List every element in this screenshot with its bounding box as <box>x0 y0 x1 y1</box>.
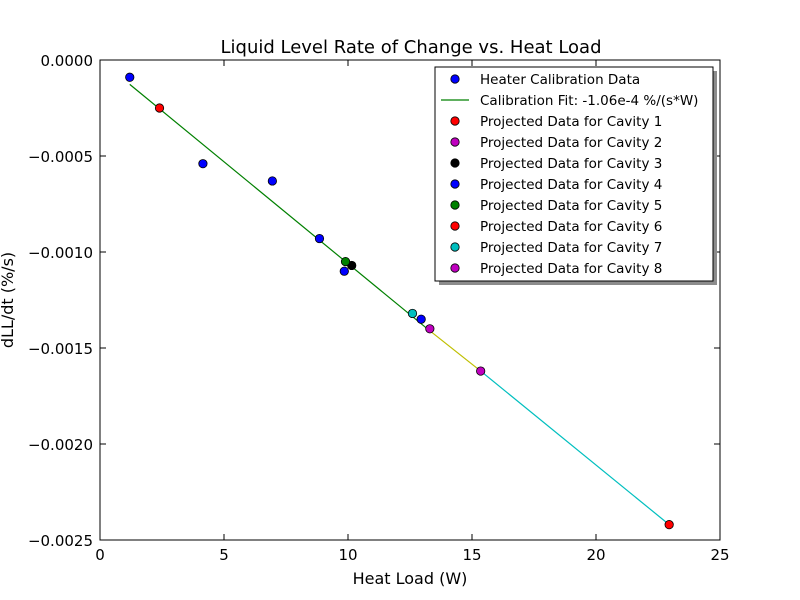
data-point <box>339 266 349 276</box>
legend-label: Projected Data for Cavity 1 <box>480 114 662 130</box>
x-tick-label: 0 <box>95 546 105 564</box>
legend-label: Projected Data for Cavity 4 <box>480 177 662 193</box>
legend-label: Projected Data for Cavity 2 <box>480 135 662 151</box>
legend-label: Heater Calibration Data <box>480 72 640 88</box>
x-tick-label: 10 <box>338 546 357 564</box>
legend-point-marker <box>450 137 460 147</box>
data-point <box>340 256 351 267</box>
data-point <box>416 314 426 324</box>
data-point <box>314 233 325 244</box>
legend-label: Projected Data for Cavity 7 <box>480 240 662 256</box>
legend-label: Calibration Fit: -1.06e-4 %/(s*W) <box>480 93 698 109</box>
legend-label: Projected Data for Cavity 3 <box>480 156 662 172</box>
plot-area: 0 5 10 15 20 25 0.0000 −0.0005 −0.0010 −0.0015 −0.… <box>28 52 730 564</box>
y-axis-label: dLL/dt (%/s) <box>0 252 17 348</box>
x-tick-label: 20 <box>586 546 605 564</box>
chart-title: Liquid Level Rate of Change vs. Heat Loa… <box>220 37 601 58</box>
legend-point-marker <box>450 242 460 252</box>
y-tick-label: −0.0005 <box>28 148 93 166</box>
projection-line <box>426 328 482 372</box>
y-tick-label: −0.0015 <box>28 340 93 358</box>
legend-label: Projected Data for Cavity 8 <box>480 261 662 277</box>
legend-point-marker <box>450 200 460 210</box>
data-point <box>125 72 135 82</box>
data-point <box>425 324 435 334</box>
x-axis-label: Heat Load (W) <box>353 569 468 588</box>
x-tick-label: 15 <box>462 546 481 564</box>
legend-point-marker <box>450 221 460 231</box>
y-tick-label: −0.0025 <box>28 532 93 550</box>
legend-point-marker <box>450 263 460 273</box>
y-tick-label: −0.0010 <box>28 244 93 262</box>
y-tick-label: −0.0020 <box>28 436 93 454</box>
legend-point-marker <box>450 116 460 126</box>
fit-line <box>129 83 428 330</box>
legend: Heater Calibration Data Calibration Fit: … <box>434 66 717 285</box>
y-tick-label: 0.0000 <box>41 52 94 70</box>
data-point <box>664 520 674 530</box>
legend-box <box>434 66 714 282</box>
legend-label: Projected Data for Cavity 5 <box>480 198 662 214</box>
projection-line <box>480 370 670 526</box>
x-tick-label: 5 <box>219 546 229 564</box>
legend-point-marker <box>450 179 460 189</box>
data-point <box>476 366 486 376</box>
legend-point-marker <box>450 74 460 84</box>
data-point <box>407 308 418 319</box>
data-point <box>198 159 208 169</box>
legend-label: Projected Data for Cavity 6 <box>480 219 662 235</box>
data-point <box>154 103 165 113</box>
data-point <box>267 176 277 186</box>
plot-frame <box>99 59 721 541</box>
legend-point-marker <box>450 158 460 168</box>
x-tick-label: 25 <box>710 546 729 564</box>
